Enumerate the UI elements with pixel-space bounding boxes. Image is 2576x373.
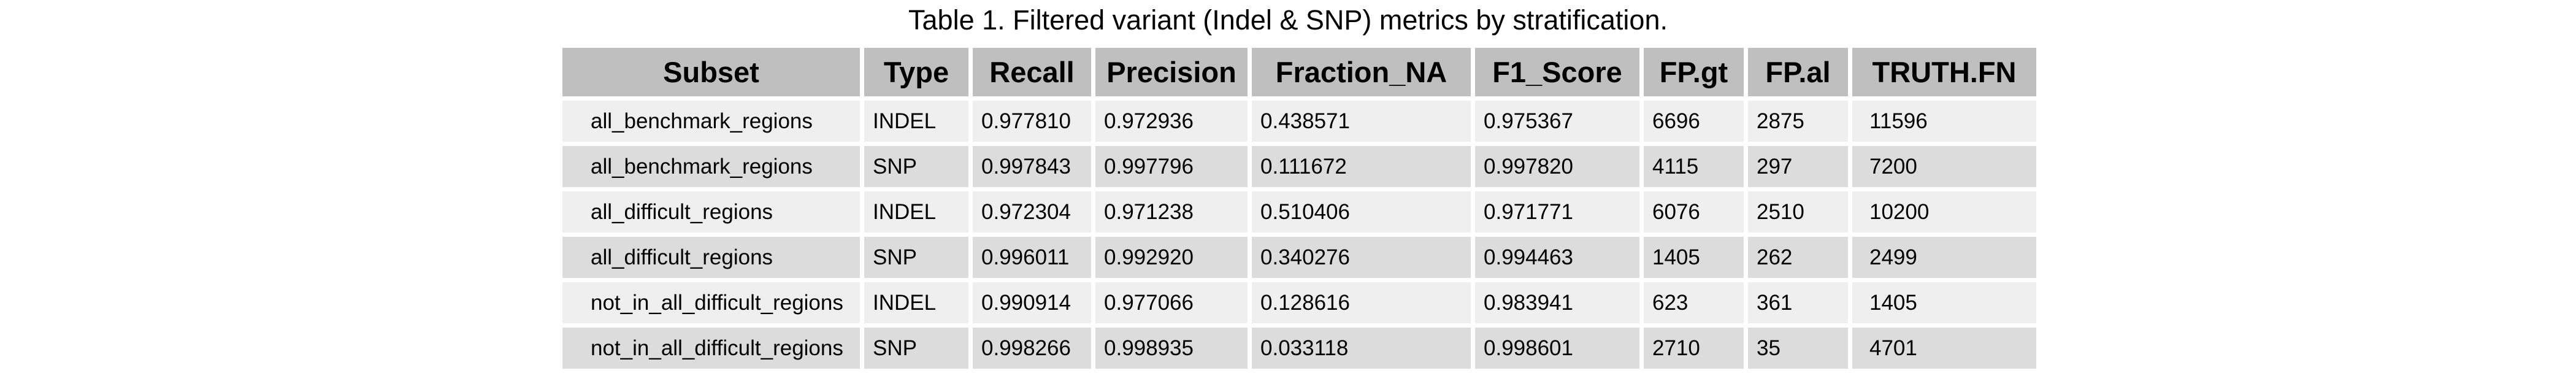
cell-f1-score: 0.971771	[1475, 191, 1639, 233]
cell-f1-score: 0.975367	[1475, 101, 1639, 142]
column-header-fraction-na: Fraction_NA	[1252, 48, 1471, 96]
column-header-f1-score: F1_Score	[1475, 48, 1639, 96]
cell-subset: not_in_all_difficult_regions	[562, 328, 860, 369]
cell-truth-fn: 7200	[1852, 146, 2036, 187]
cell-subset: not_in_all_difficult_regions	[562, 282, 860, 323]
table-row: all_benchmark_regions INDEL 0.977810 0.9729…	[562, 101, 2036, 142]
cell-type: INDEL	[864, 282, 968, 323]
cell-precision: 0.977066	[1095, 282, 1248, 323]
cell-fraction-na: 0.128616	[1252, 282, 1471, 323]
column-header-recall: Recall	[973, 48, 1091, 96]
cell-fp-al: 361	[1748, 282, 1848, 323]
cell-precision: 0.997796	[1095, 146, 1248, 187]
cell-truth-fn: 4701	[1852, 328, 2036, 369]
table-row: all_benchmark_regions SNP 0.997843 0.997796…	[562, 146, 2036, 187]
cell-recall: 0.996011	[973, 237, 1091, 278]
cell-truth-fn: 10200	[1852, 191, 2036, 233]
cell-fp-al: 262	[1748, 237, 1848, 278]
cell-recall: 0.998266	[973, 328, 1091, 369]
cell-fraction-na: 0.111672	[1252, 146, 1471, 187]
cell-recall: 0.990914	[973, 282, 1091, 323]
cell-type: INDEL	[864, 191, 968, 233]
cell-recall: 0.997843	[973, 146, 1091, 187]
table-row: all_difficult_regions SNP 0.996011 0.992920…	[562, 237, 2036, 278]
cell-fp-gt: 623	[1644, 282, 1744, 323]
cell-fp-gt: 1405	[1644, 237, 1744, 278]
cell-precision: 0.972936	[1095, 101, 1248, 142]
column-header-fp-gt: FP.gt	[1644, 48, 1744, 96]
column-header-truth-fn: TRUTH.FN	[1852, 48, 2036, 96]
cell-f1-score: 0.983941	[1475, 282, 1639, 323]
cell-fp-gt: 2710	[1644, 328, 1744, 369]
cell-f1-score: 0.998601	[1475, 328, 1639, 369]
cell-precision: 0.971238	[1095, 191, 1248, 233]
cell-subset: all_difficult_regions	[562, 191, 860, 233]
cell-fraction-na: 0.510406	[1252, 191, 1471, 233]
table-row: all_difficult_regions INDEL 0.972304 0.9712…	[562, 191, 2036, 233]
cell-subset: all_benchmark_regions	[562, 101, 860, 142]
metrics-table: Subset Type Recall Precision Fraction_NA F1_S…	[558, 44, 2041, 373]
cell-precision: 0.998935	[1095, 328, 1248, 369]
cell-recall: 0.977810	[973, 101, 1091, 142]
cell-fp-al: 35	[1748, 328, 1848, 369]
cell-truth-fn: 11596	[1852, 101, 2036, 142]
column-header-subset: Subset	[562, 48, 860, 96]
cell-fp-gt: 6696	[1644, 101, 1744, 142]
table-row: not_in_all_difficult_regions INDEL 0.99091…	[562, 282, 2036, 323]
cell-fp-al: 2875	[1748, 101, 1848, 142]
cell-fraction-na: 0.438571	[1252, 101, 1471, 142]
cell-fraction-na: 0.340276	[1252, 237, 1471, 278]
column-header-precision: Precision	[1095, 48, 1248, 96]
cell-subset: all_benchmark_regions	[562, 146, 860, 187]
cell-fraction-na: 0.033118	[1252, 328, 1471, 369]
column-header-type: Type	[864, 48, 968, 96]
cell-fp-gt: 4115	[1644, 146, 1744, 187]
cell-fp-gt: 6076	[1644, 191, 1744, 233]
cell-f1-score: 0.994463	[1475, 237, 1639, 278]
cell-precision: 0.992920	[1095, 237, 1248, 278]
cell-type: SNP	[864, 237, 968, 278]
cell-type: INDEL	[864, 101, 968, 142]
cell-type: SNP	[864, 146, 968, 187]
table-row: not_in_all_difficult_regions SNP 0.998266 0…	[562, 328, 2036, 369]
cell-subset: all_difficult_regions	[562, 237, 860, 278]
cell-truth-fn: 1405	[1852, 282, 2036, 323]
cell-fp-al: 297	[1748, 146, 1848, 187]
cell-fp-al: 2510	[1748, 191, 1848, 233]
cell-truth-fn: 2499	[1852, 237, 2036, 278]
table-header-row: Subset Type Recall Precision Fraction_NA F1_S…	[562, 48, 2036, 96]
table-caption: Table 1. Filtered variant (Indel & SNP) …	[908, 4, 1668, 36]
cell-f1-score: 0.997820	[1475, 146, 1639, 187]
cell-recall: 0.972304	[973, 191, 1091, 233]
cell-type: SNP	[864, 328, 968, 369]
column-header-fp-al: FP.al	[1748, 48, 1848, 96]
